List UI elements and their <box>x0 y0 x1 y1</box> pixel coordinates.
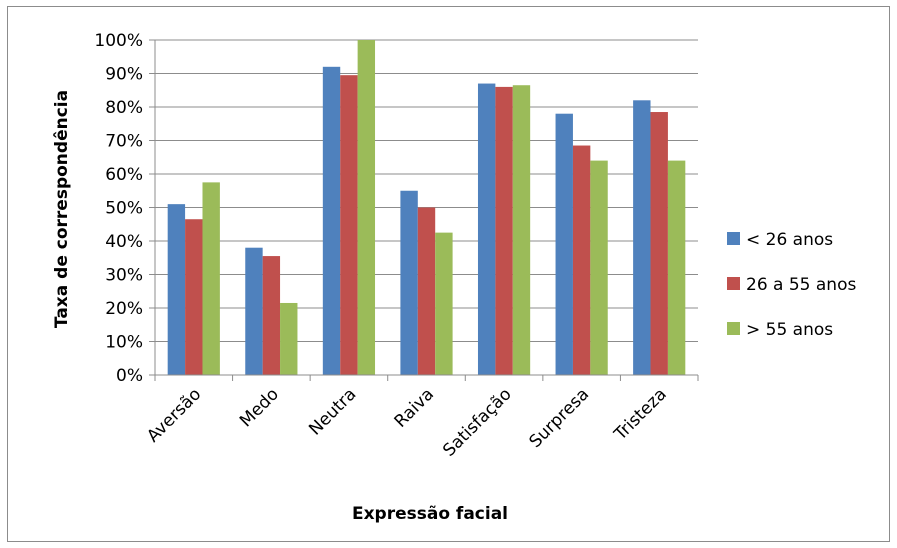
legend-swatch <box>727 232 740 245</box>
bar <box>400 190 418 375</box>
y-tick-label: 10% <box>105 333 143 353</box>
bar <box>167 204 186 375</box>
x-tick-label: Neutra <box>305 384 360 439</box>
x-tick-labels: Aversão Medo Neutra Raiva Satisfação Surpresa… <box>143 384 671 460</box>
legend-label: 26 a 55 anos <box>746 275 856 295</box>
bar <box>512 85 531 375</box>
bar <box>262 256 281 375</box>
bar <box>185 219 203 375</box>
bar <box>340 75 358 376</box>
y-tick-label: 60% <box>105 165 143 185</box>
x-tick-label: Surpresa <box>526 384 594 452</box>
bar <box>322 66 341 376</box>
y-tick-label: 40% <box>105 232 143 252</box>
y-tick-label: 20% <box>105 299 143 319</box>
bar <box>202 182 220 375</box>
x-tick-label: Satisfação <box>439 384 515 460</box>
bars <box>167 40 686 376</box>
bar <box>667 160 686 375</box>
bar <box>650 112 668 376</box>
bar <box>357 40 376 375</box>
x-tick-label: Aversão <box>143 384 205 446</box>
y-tick-label: 30% <box>105 266 143 286</box>
bar <box>435 232 453 375</box>
y-tick-label: 100% <box>94 31 143 51</box>
x-tick-label: Medo <box>236 384 283 431</box>
legend-swatch <box>727 322 740 335</box>
x-tick-label: Raiva <box>391 384 438 431</box>
bar <box>495 86 513 376</box>
x-axis-title: Expressão facial <box>352 504 508 524</box>
y-tick-label: 50% <box>105 199 143 219</box>
bar <box>280 302 298 375</box>
y-axis-title: Taxa de correspondência <box>52 90 72 328</box>
bar <box>245 247 263 375</box>
legend-swatch <box>727 277 740 290</box>
bar <box>477 83 496 376</box>
chart-frame: 0% 10% 20% 30% 40% 50% 60% 70% 80% 90% 100% Aversã… <box>7 6 890 542</box>
y-tick-label: 80% <box>105 98 143 118</box>
bar <box>590 160 608 375</box>
bar <box>417 207 436 375</box>
y-tick-label: 90% <box>105 65 143 85</box>
y-tick-labels: 0% 10% 20% 30% 40% 50% 60% 70% 80% 90% 100% <box>94 31 143 386</box>
legend: < 26 anos 26 a 55 anos > 55 anos <box>727 230 856 340</box>
bar <box>633 100 651 376</box>
y-tick-label: 70% <box>105 132 143 152</box>
bar-chart: 0% 10% 20% 30% 40% 50% 60% 70% 80% 90% 100% Aversã… <box>52 31 856 524</box>
bar <box>555 113 573 375</box>
legend-label: > 55 anos <box>746 320 833 340</box>
y-tick-label: 0% <box>116 366 143 386</box>
axes <box>149 39 699 381</box>
legend-label: < 26 anos <box>746 230 833 250</box>
x-tick-label: Tristeza <box>610 384 671 445</box>
bar <box>572 145 591 375</box>
